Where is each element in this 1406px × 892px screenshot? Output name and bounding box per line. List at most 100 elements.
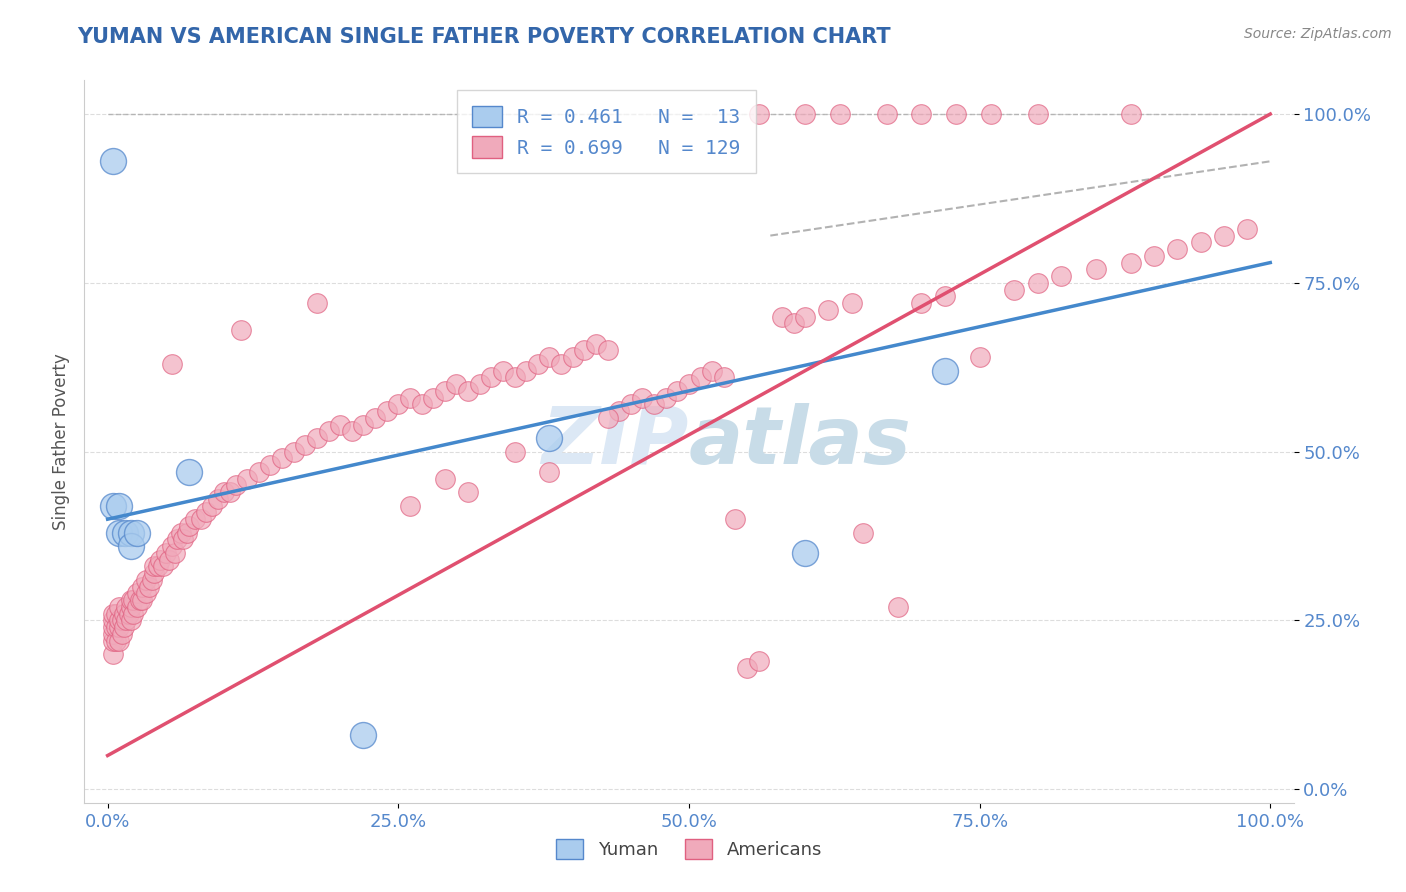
Point xyxy=(1119,255,1142,269)
Point xyxy=(108,525,131,540)
Point xyxy=(114,525,136,540)
Y-axis label: Single Father Poverty: Single Father Poverty xyxy=(52,353,70,530)
Point xyxy=(125,586,148,600)
Point xyxy=(492,364,515,378)
Point xyxy=(108,599,131,614)
Point xyxy=(1212,228,1234,243)
Point xyxy=(110,627,132,641)
Legend: Yuman, Americans: Yuman, Americans xyxy=(548,831,830,866)
Point xyxy=(387,397,409,411)
Point xyxy=(945,107,967,121)
Point xyxy=(1166,242,1188,256)
Point xyxy=(236,472,259,486)
Point xyxy=(225,478,247,492)
Point xyxy=(527,357,550,371)
Point xyxy=(283,444,305,458)
Point xyxy=(969,350,991,364)
Point xyxy=(115,614,138,628)
Point xyxy=(538,465,561,479)
Point xyxy=(157,552,180,566)
Point xyxy=(170,525,193,540)
Point xyxy=(103,627,125,641)
Text: ZIP: ZIP xyxy=(541,402,689,481)
Point xyxy=(794,546,817,560)
Point xyxy=(110,614,132,628)
Point xyxy=(155,546,177,560)
Point xyxy=(177,519,200,533)
Point xyxy=(678,377,700,392)
Point xyxy=(503,444,526,458)
Point xyxy=(141,573,163,587)
Point xyxy=(165,546,187,560)
Point xyxy=(294,438,316,452)
Point xyxy=(177,465,200,479)
Point xyxy=(399,391,422,405)
Point xyxy=(422,391,444,405)
Point xyxy=(468,377,491,392)
Point xyxy=(887,599,910,614)
Point xyxy=(231,323,253,337)
Point xyxy=(607,404,630,418)
Point xyxy=(364,411,387,425)
Point xyxy=(329,417,352,432)
Point xyxy=(122,593,145,607)
Point xyxy=(172,533,194,547)
Point xyxy=(340,425,363,439)
Point xyxy=(112,607,135,621)
Point xyxy=(190,512,212,526)
Point xyxy=(108,620,131,634)
Point xyxy=(146,559,169,574)
Point xyxy=(117,607,139,621)
Point xyxy=(138,580,160,594)
Point xyxy=(135,573,157,587)
Point xyxy=(207,491,229,506)
Point xyxy=(446,377,468,392)
Point xyxy=(433,384,456,398)
Point xyxy=(666,384,689,398)
Point xyxy=(550,357,572,371)
Point xyxy=(131,593,153,607)
Point xyxy=(735,661,758,675)
Point xyxy=(104,620,127,634)
Point xyxy=(104,633,127,648)
Point xyxy=(120,525,142,540)
Point xyxy=(212,485,235,500)
Point xyxy=(852,525,875,540)
Point xyxy=(103,154,125,169)
Point xyxy=(574,343,596,358)
Point xyxy=(120,539,142,553)
Point xyxy=(152,559,174,574)
Point xyxy=(794,310,817,324)
Point xyxy=(1026,276,1049,290)
Point xyxy=(125,599,148,614)
Point xyxy=(352,417,374,432)
Point xyxy=(702,364,724,378)
Point xyxy=(1050,269,1073,284)
Point xyxy=(103,607,125,621)
Point xyxy=(160,539,183,553)
Point xyxy=(585,336,607,351)
Point xyxy=(561,350,583,364)
Text: atlas: atlas xyxy=(689,402,911,481)
Point xyxy=(503,370,526,384)
Point xyxy=(1084,262,1107,277)
Point xyxy=(631,391,654,405)
Point xyxy=(980,107,1002,121)
Point xyxy=(538,350,561,364)
Point xyxy=(103,633,125,648)
Point xyxy=(1119,107,1142,121)
Point xyxy=(654,391,676,405)
Point xyxy=(218,485,240,500)
Point xyxy=(515,364,537,378)
Point xyxy=(305,296,328,310)
Point xyxy=(103,647,125,661)
Point xyxy=(538,431,561,445)
Point xyxy=(122,607,145,621)
Point xyxy=(131,580,153,594)
Point xyxy=(457,485,479,500)
Point xyxy=(195,505,218,519)
Point xyxy=(457,384,479,398)
Point xyxy=(247,465,270,479)
Point xyxy=(176,525,198,540)
Point xyxy=(103,620,125,634)
